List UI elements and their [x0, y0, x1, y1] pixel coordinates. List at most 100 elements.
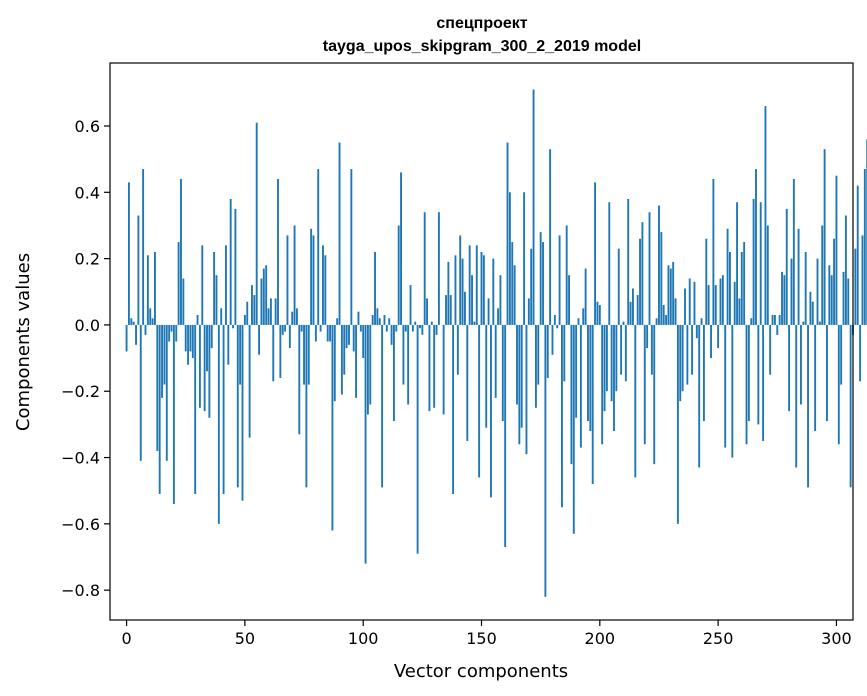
bar: [172, 324, 175, 504]
bar: [144, 324, 147, 335]
bar: [818, 321, 821, 325]
bar: [390, 324, 393, 345]
bar: [246, 301, 249, 325]
bar: [693, 281, 696, 325]
bar: [561, 324, 563, 508]
bar: [601, 324, 604, 445]
bar: [229, 198, 232, 325]
bar: [482, 255, 485, 325]
bar: [194, 324, 197, 495]
bar: [310, 228, 313, 325]
bar: [305, 324, 308, 488]
bar: [807, 324, 809, 488]
bar: [750, 318, 753, 325]
bar: [400, 172, 402, 325]
bar: [130, 318, 133, 325]
bar: [641, 222, 644, 325]
bar: [747, 324, 750, 422]
bar: [537, 324, 540, 385]
y-tick-label: 0.2: [75, 250, 100, 269]
bar: [156, 324, 159, 451]
bar: [307, 324, 310, 385]
bar: [146, 255, 149, 325]
bar: [189, 324, 192, 352]
bar: [452, 324, 455, 495]
bar: [279, 324, 282, 378]
bar: [814, 324, 817, 432]
bar: [740, 251, 743, 325]
bar: [840, 324, 843, 385]
bar: [409, 285, 412, 325]
bar: [769, 324, 772, 375]
bar: [442, 324, 445, 415]
bar: [833, 238, 836, 325]
bar: [591, 324, 594, 485]
bar: [364, 324, 367, 564]
bar: [672, 261, 675, 325]
bar: [393, 324, 395, 422]
bar: [506, 142, 509, 325]
bar: [622, 321, 625, 325]
bar: [267, 308, 270, 325]
bar: [428, 324, 431, 412]
bar: [766, 225, 769, 325]
bar: [201, 245, 204, 325]
bar: [527, 298, 530, 325]
bar: [490, 324, 492, 498]
bar: [729, 251, 731, 325]
bar: [324, 255, 327, 325]
bar: [863, 169, 866, 325]
bar: [362, 324, 365, 359]
bar: [295, 308, 298, 325]
bar: [485, 324, 488, 428]
bar: [260, 278, 263, 325]
bar: [627, 198, 630, 325]
bar: [345, 324, 348, 349]
bar: [215, 275, 218, 325]
bar: [736, 202, 738, 325]
bar: [241, 324, 244, 501]
bar: [154, 251, 156, 325]
bar: [707, 285, 710, 325]
bar: [357, 311, 360, 325]
bar: [712, 179, 715, 325]
bar: [603, 324, 606, 412]
bar: [686, 324, 689, 385]
bar: [733, 281, 736, 325]
bar: [589, 324, 592, 432]
x-tick-label: 50: [235, 629, 255, 648]
bar: [646, 324, 649, 349]
bar: [411, 324, 414, 332]
bar: [610, 324, 613, 402]
bar: [710, 324, 712, 359]
bar: [525, 324, 528, 455]
bar: [272, 324, 275, 382]
bar: [258, 324, 261, 355]
bar: [343, 324, 346, 375]
bar: [631, 288, 634, 325]
bar: [198, 324, 201, 408]
bar: [776, 324, 779, 335]
bar: [232, 324, 234, 329]
bar: [624, 324, 627, 382]
bar: [175, 324, 178, 342]
bar: [598, 305, 601, 325]
bar: [355, 324, 358, 398]
bar: [743, 242, 746, 325]
bar: [227, 324, 230, 365]
bar: [336, 318, 339, 325]
bar: [584, 268, 587, 325]
bar: [475, 245, 478, 325]
bar: [180, 179, 182, 325]
bar: [565, 225, 568, 325]
bar: [570, 324, 573, 465]
bar: [648, 212, 651, 325]
plot-frame: [109, 62, 854, 621]
bar: [726, 228, 729, 325]
bar: [213, 251, 216, 325]
bar: [251, 285, 253, 325]
bar: [397, 225, 400, 325]
bar: [419, 324, 421, 329]
bar: [466, 324, 469, 441]
bar: [437, 212, 440, 325]
